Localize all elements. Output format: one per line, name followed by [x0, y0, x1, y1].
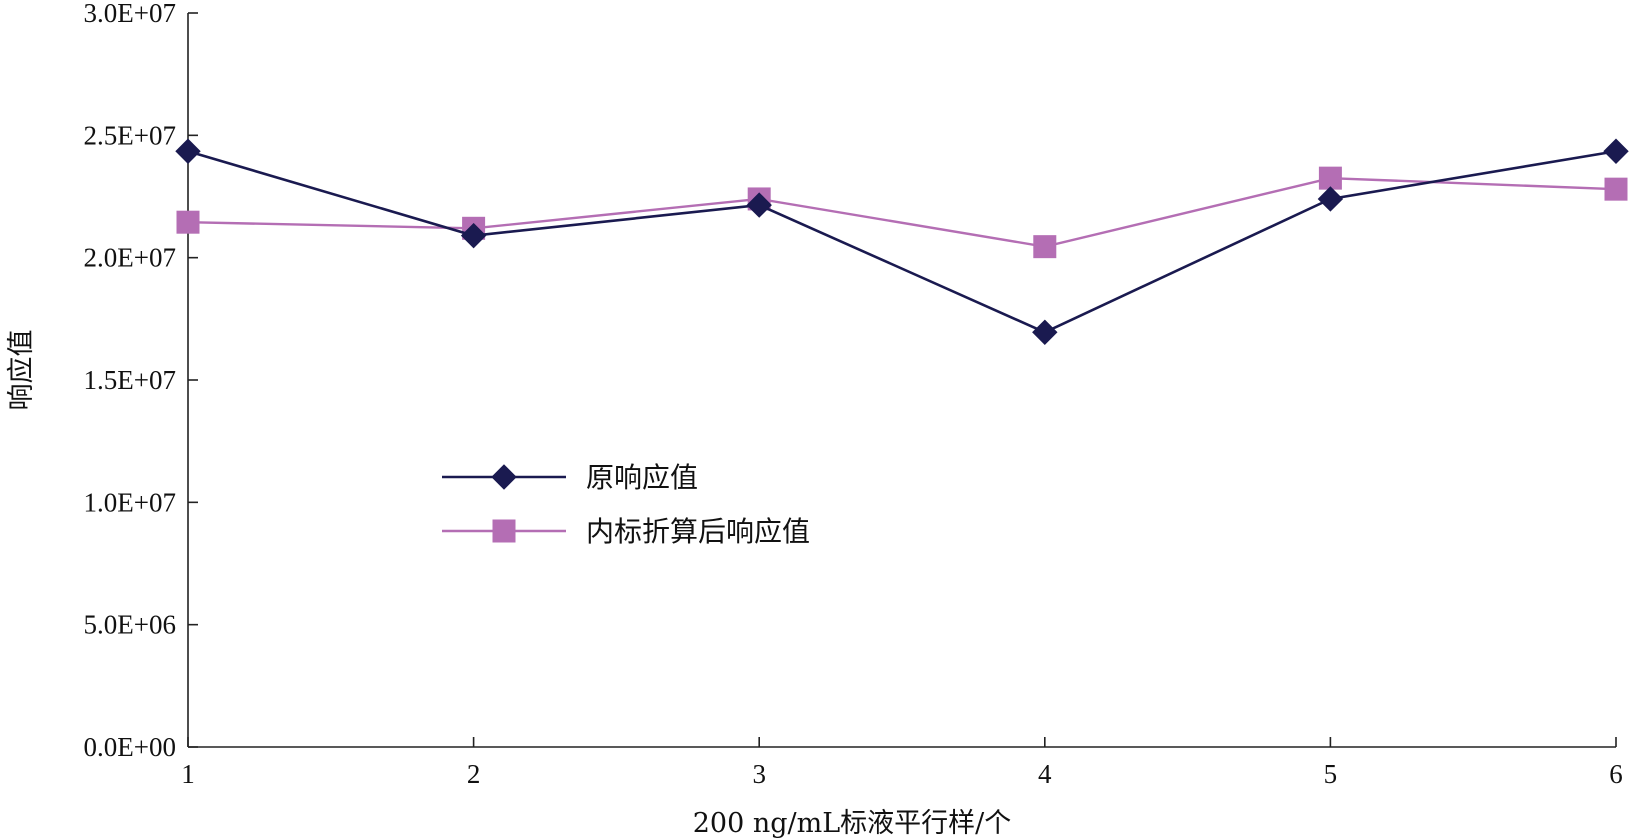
- x-tick-label: 3: [752, 759, 766, 789]
- series-layer: [175, 138, 1629, 345]
- data-point-diamond: [1032, 319, 1058, 345]
- legend-label: 内标折算后响应值: [586, 515, 810, 548]
- data-point-square: [1033, 235, 1057, 259]
- y-axis-title: 响应值: [6, 330, 37, 411]
- data-point-diamond: [1317, 186, 1344, 212]
- x-tick-label: 1: [181, 759, 195, 789]
- legend-label: 原响应值: [586, 461, 698, 494]
- y-tick-label: 2.0E+07: [84, 243, 176, 273]
- series-line: [187, 176, 1617, 248]
- legend-marker: [492, 519, 516, 543]
- x-tick-label: 2: [467, 759, 481, 789]
- data-point-diamond: [175, 138, 201, 164]
- data-point-diamond: [1603, 138, 1629, 164]
- series-line: [187, 149, 1617, 334]
- legend-item: 内标折算后响应值: [442, 515, 810, 548]
- data-point-diamond: [460, 222, 487, 249]
- data-point-square: [1604, 177, 1628, 201]
- data-point-diamond: [746, 192, 772, 218]
- x-tick-label: 6: [1609, 759, 1623, 789]
- legend-item: 原响应值: [442, 461, 698, 494]
- y-tick-label: 1.0E+07: [84, 487, 176, 517]
- axes: 0.0E+00 5.0E+06 1.0E+07 1.5E+07 2.0E+07 2.5E+…: [84, 0, 1623, 789]
- y-tick-label: 0.0E+00: [84, 732, 176, 762]
- y-tick-label: 3.0E+07: [84, 0, 176, 28]
- data-point-square: [1318, 166, 1342, 190]
- x-axis-title: 200 ng/mL标液平行样/个: [693, 808, 1012, 839]
- legend-marker: [491, 464, 517, 490]
- data-point-square: [176, 210, 200, 234]
- y-tick-label: 1.5E+07: [84, 365, 176, 395]
- y-tick-label: 2.5E+07: [84, 120, 176, 150]
- x-tick-label: 4: [1038, 759, 1052, 789]
- series-1: [175, 138, 1629, 345]
- y-tick-label: 5.0E+06: [84, 610, 176, 640]
- x-tick-label: 5: [1324, 759, 1338, 789]
